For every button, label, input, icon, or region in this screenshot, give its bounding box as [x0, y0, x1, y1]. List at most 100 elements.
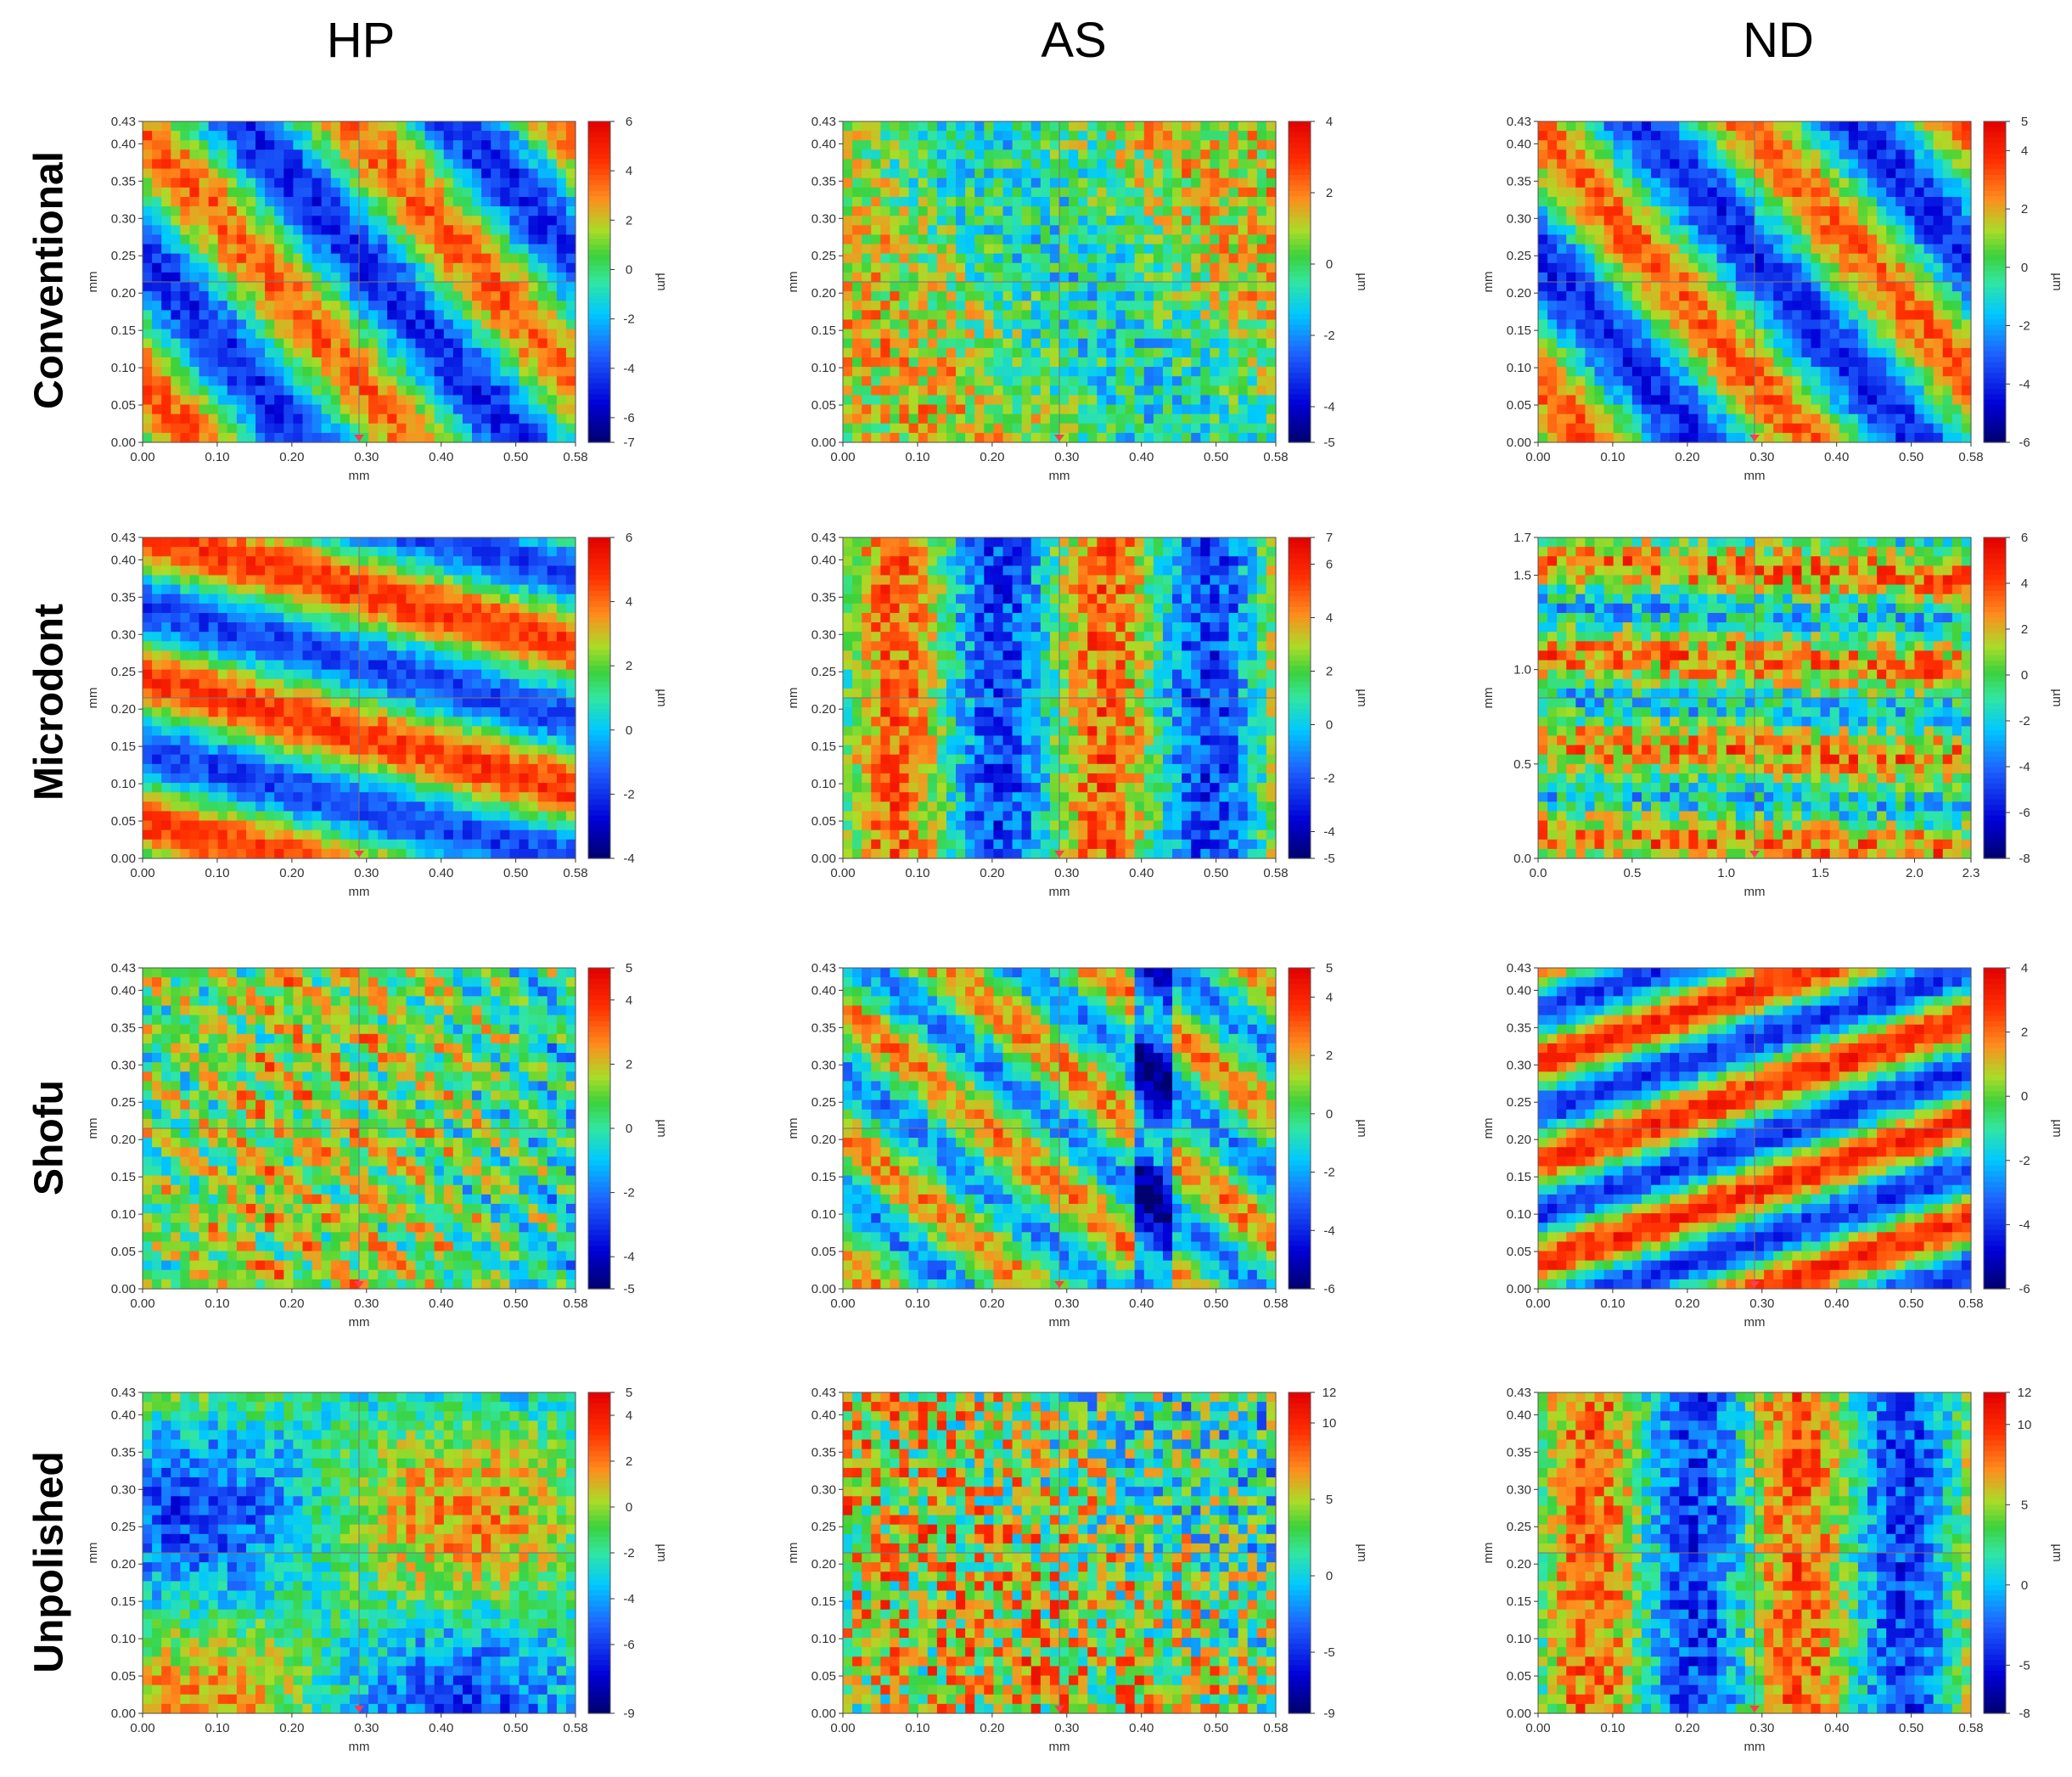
- surface-cell: [1622, 177, 1633, 188]
- surface-cell: [509, 395, 520, 406]
- surface-cell: [1030, 291, 1042, 301]
- surface-cell: [1857, 272, 1868, 283]
- surface-cell: [1933, 225, 1944, 236]
- surface-cell: [1603, 282, 1614, 292]
- surface-cell: [1641, 159, 1652, 170]
- surface-cell: [1716, 376, 1727, 386]
- surface-cell: [1895, 177, 1906, 188]
- surface-cell: [1012, 234, 1023, 245]
- surface-cell: [491, 234, 501, 245]
- surface-cell: [1914, 121, 1925, 132]
- surface-cell: [871, 413, 881, 425]
- surface-cell: [189, 395, 200, 406]
- surface-cell: [1923, 395, 1934, 406]
- surface-cell: [1792, 149, 1803, 160]
- surface-cell: [255, 319, 266, 330]
- surface-cell: [227, 413, 238, 425]
- surface-cell: [1547, 329, 1558, 340]
- surface-cell: [1773, 291, 1783, 301]
- surface-cell: [1125, 395, 1136, 406]
- surface-cell: [1792, 347, 1803, 358]
- surface-cell: [462, 413, 473, 425]
- surface-cell: [312, 432, 323, 443]
- surface-cell: [255, 395, 266, 406]
- surface-cell: [1839, 225, 1850, 236]
- surface-cell: [424, 291, 435, 301]
- surface-cell: [908, 329, 919, 340]
- surface-cell: [378, 385, 388, 396]
- surface-cell: [1764, 357, 1774, 368]
- surface-cell: [547, 187, 558, 198]
- surface-cell: [330, 413, 341, 425]
- surface-cell: [1012, 329, 1023, 340]
- surface-cell: [1886, 376, 1896, 386]
- surface-cell: [1895, 367, 1906, 377]
- surface-cell: [1162, 413, 1173, 425]
- surface-cell: [406, 357, 417, 368]
- surface-cell: [171, 310, 181, 321]
- surface-cell: [1839, 329, 1850, 340]
- surface-cell: [462, 168, 473, 179]
- surface-cell: [1538, 131, 1548, 141]
- surface-cell: [1735, 121, 1746, 132]
- surface-cell: [1613, 140, 1624, 150]
- surface-cell: [1707, 159, 1718, 170]
- surface-cell: [443, 234, 454, 245]
- surface-cell: [1735, 291, 1746, 301]
- surface-cell: [1848, 395, 1859, 406]
- surface-cell: [1877, 159, 1887, 170]
- surface-cell: [1585, 272, 1596, 283]
- surface-cell: [434, 187, 445, 198]
- surface-cell: [1162, 216, 1173, 226]
- surface-cell: [1040, 272, 1051, 283]
- surface-cell: [302, 338, 313, 349]
- surface-cell: [1125, 404, 1136, 415]
- surface-cell: [1069, 187, 1079, 198]
- surface-cell: [1238, 357, 1249, 368]
- surface-cell: [1933, 262, 1944, 273]
- surface-cell: [1238, 253, 1249, 264]
- surface-cell: [1905, 367, 1916, 377]
- surface-cell: [946, 291, 957, 301]
- surface-cell: [415, 244, 426, 255]
- surface-cell: [1106, 159, 1117, 170]
- surface-cell: [1877, 168, 1887, 179]
- surface-cell: [946, 196, 957, 207]
- surface-cell: [1857, 244, 1868, 255]
- surface-cell: [974, 329, 985, 340]
- surface-cell: [368, 310, 379, 321]
- y-tick-label: 0.43: [811, 115, 836, 129]
- surface-cell: [434, 262, 445, 273]
- surface-cell: [880, 131, 891, 141]
- surface-cell: [1857, 329, 1868, 340]
- surface-cell: [1735, 262, 1746, 273]
- surface-cell: [1867, 432, 1878, 443]
- surface-cell: [1764, 329, 1774, 340]
- surface-cell: [1783, 225, 1793, 236]
- surface-cell: [1603, 187, 1614, 198]
- surface-cell: [1049, 291, 1060, 301]
- surface-cell: [1219, 216, 1230, 226]
- surface-cell: [1566, 234, 1576, 245]
- surface-cell: [1059, 149, 1070, 160]
- surface-cell: [245, 319, 256, 330]
- surface-cell: [161, 262, 171, 273]
- surface-cell: [1210, 187, 1221, 198]
- surface-cell: [1905, 244, 1916, 255]
- surface-cell: [500, 432, 510, 443]
- surface-cell: [1726, 272, 1737, 283]
- surface-cell: [862, 376, 872, 386]
- surface-cell: [956, 282, 966, 292]
- surface-cell: [180, 329, 191, 340]
- surface-cell: [143, 329, 153, 340]
- surface-cell: [1933, 367, 1944, 377]
- surface-cell: [491, 357, 501, 368]
- surface-cell: [852, 319, 862, 330]
- surface-cell: [359, 395, 369, 406]
- surface-cell: [890, 404, 901, 415]
- colorbar-segment: [588, 244, 610, 250]
- surface-cell: [312, 131, 323, 141]
- colorbar-segment: [1289, 266, 1311, 272]
- surface-cell: [1069, 206, 1079, 217]
- surface-cell: [1228, 253, 1239, 264]
